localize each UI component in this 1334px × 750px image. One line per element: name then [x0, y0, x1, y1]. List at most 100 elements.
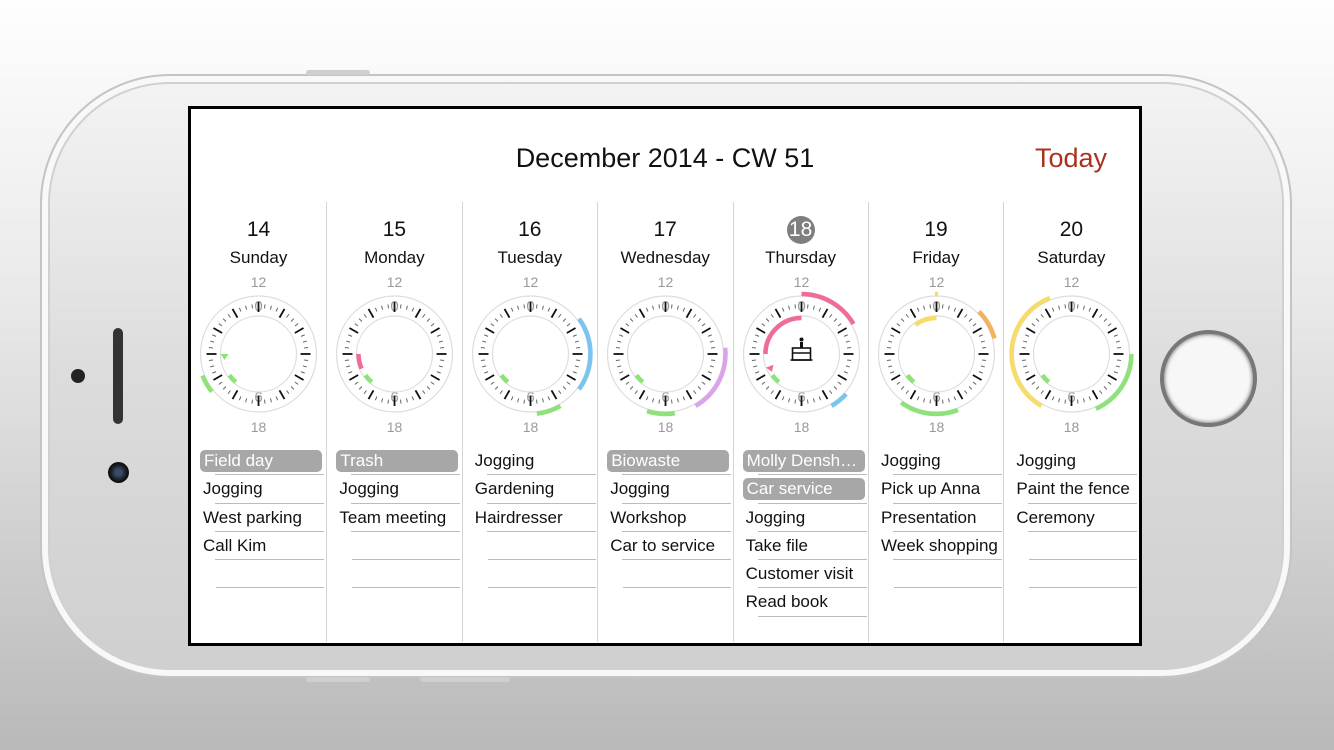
day-clock[interactable]: 121806 — [191, 272, 326, 442]
task-item[interactable]: Read book — [734, 588, 869, 617]
today-button[interactable]: Today — [1034, 143, 1107, 173]
task-item[interactable]: Ceremony — [1004, 504, 1139, 532]
task-item[interactable]: Pick up Anna — [869, 475, 1004, 504]
day-clock[interactable]: 121806 — [463, 272, 598, 442]
day-number[interactable]: 20 — [1004, 218, 1138, 242]
event-arc[interactable] — [829, 392, 848, 408]
day-number[interactable]: 18 — [734, 216, 868, 244]
task-item[interactable]: Jogging — [869, 447, 1004, 476]
event-arc[interactable] — [770, 373, 780, 384]
event-arc[interactable] — [634, 373, 645, 384]
clock-tick — [294, 327, 304, 334]
event-arc[interactable] — [1009, 295, 1052, 408]
empty-task-slot[interactable] — [1004, 560, 1139, 589]
empty-task-slot[interactable] — [1004, 532, 1139, 561]
clock-tick — [709, 365, 715, 368]
all-day-event[interactable]: Biowaste — [598, 447, 733, 476]
day-clock[interactable]: 121806 — [598, 272, 733, 442]
event-arc[interactable] — [536, 403, 562, 416]
clock-tick — [302, 340, 307, 343]
empty-task-slot[interactable] — [463, 532, 598, 561]
clock-tick — [437, 334, 442, 337]
task-list: Jogging Gardening Hairdresser — [463, 447, 598, 589]
empty-task-slot[interactable] — [327, 560, 462, 589]
clock-tick — [1114, 334, 1119, 337]
task-item[interactable]: Take file — [734, 532, 869, 561]
task-item[interactable]: Jogging — [734, 504, 869, 532]
day-clock[interactable]: 121806 — [327, 272, 462, 442]
home-button[interactable] — [1160, 330, 1257, 427]
event-arc[interactable] — [899, 400, 959, 417]
clock-tick — [210, 340, 215, 343]
clock-tick — [812, 305, 815, 310]
all-day-event[interactable]: Car service — [734, 475, 869, 504]
task-item[interactable]: Workshop — [598, 504, 733, 532]
task-item[interactable]: Customer visit — [734, 560, 869, 589]
event-arc[interactable] — [363, 373, 374, 384]
event-arc[interactable] — [1040, 373, 1051, 384]
event-arc[interactable] — [576, 317, 593, 391]
clock-tick — [575, 346, 580, 349]
task-item[interactable]: Team meeting — [327, 504, 462, 532]
day-number[interactable]: 14 — [191, 218, 326, 242]
empty-task-slot[interactable] — [463, 560, 598, 589]
task-item[interactable]: Car to service — [598, 532, 733, 561]
day-number[interactable]: 16 — [463, 218, 597, 242]
day-column-tuesday[interactable]: 16 Tuesday121806JoggingGardeningHairdres… — [461, 202, 598, 642]
task-item[interactable]: Jogging — [1004, 447, 1139, 476]
day-clock[interactable]: 121806 — [869, 272, 1004, 442]
clock-label-12: 12 — [523, 274, 539, 290]
event-arc[interactable] — [1095, 353, 1135, 411]
event-arc[interactable] — [977, 309, 997, 340]
day-column-monday[interactable]: 15 Monday121806TrashJoggingTeam meeting — [326, 202, 461, 642]
clock-tick — [711, 346, 716, 349]
task-item[interactable]: Jogging — [327, 475, 462, 504]
day-clock[interactable]: 121806 — [734, 272, 869, 442]
clock-tick — [964, 314, 968, 318]
task-item[interactable]: Paint the fence — [1004, 475, 1139, 504]
task-item[interactable]: Jogging — [463, 447, 598, 476]
event-arc[interactable] — [227, 373, 238, 384]
day-column-saturday[interactable]: 20 Saturday121806JoggingPaint the fenceC… — [1003, 202, 1138, 642]
clock-tick — [427, 318, 431, 322]
empty-task-slot[interactable] — [869, 560, 1004, 589]
clock-tick — [238, 307, 242, 312]
task-item[interactable]: Call Kim — [191, 532, 326, 561]
empty-task-slot[interactable] — [327, 532, 462, 561]
task-item[interactable]: West parking — [191, 504, 326, 532]
event-arc[interactable] — [762, 315, 802, 355]
task-item[interactable]: Presentation — [869, 504, 1004, 532]
day-column-thursday[interactable]: 18 Thursday121806Molly Densh…Car service… — [732, 202, 869, 642]
all-day-event[interactable]: Field day — [191, 447, 326, 476]
event-arc[interactable] — [499, 373, 510, 384]
task-item[interactable]: Jogging — [598, 475, 733, 504]
task-item[interactable]: Week shopping — [869, 532, 1004, 561]
day-number[interactable]: 17 — [598, 218, 732, 242]
day-number[interactable]: 15 — [327, 218, 461, 242]
event-arc[interactable] — [914, 315, 937, 327]
clock-tick — [550, 389, 558, 400]
empty-task-slot[interactable] — [598, 560, 733, 589]
event-arc[interactable] — [694, 347, 728, 408]
all-day-event[interactable]: Trash — [327, 447, 462, 476]
task-item[interactable]: Jogging — [191, 475, 326, 504]
event-arc[interactable] — [356, 353, 365, 370]
day-number[interactable]: 19 — [869, 218, 1003, 242]
clock-tick — [1026, 327, 1036, 334]
task-item[interactable]: Gardening — [463, 475, 598, 504]
clock-tick — [1116, 340, 1121, 343]
clock-label-18: 18 — [251, 419, 267, 435]
day-column-friday[interactable]: 19 Friday121806JoggingPick up AnnaPresen… — [868, 202, 1003, 642]
event-arc[interactable] — [646, 408, 676, 417]
day-column-wednesday[interactable]: 17 Wednesday121806BiowasteJoggingWorksho… — [597, 202, 732, 642]
event-arc[interactable] — [200, 374, 214, 394]
all-day-event[interactable]: Molly Densh… — [734, 447, 869, 476]
event-arc[interactable] — [905, 373, 916, 384]
day-clock[interactable]: 121806 — [1004, 272, 1139, 442]
clock-tick — [806, 304, 809, 309]
clock-tick — [638, 389, 646, 400]
empty-task-slot[interactable] — [191, 560, 326, 589]
task-item[interactable]: Hairdresser — [463, 504, 598, 532]
event-arc[interactable] — [801, 291, 856, 326]
